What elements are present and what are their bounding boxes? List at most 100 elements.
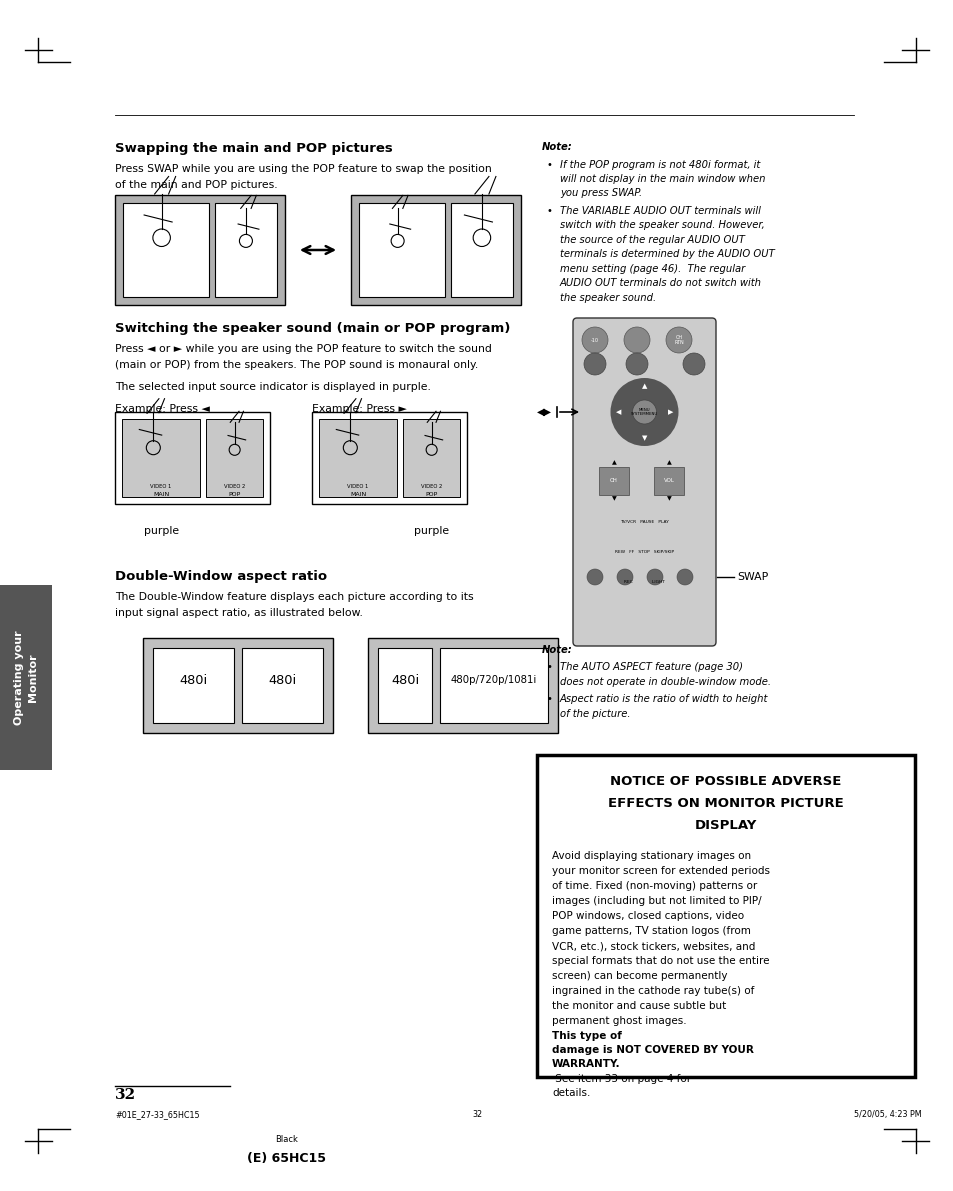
FancyBboxPatch shape (115, 195, 285, 305)
Circle shape (632, 400, 656, 424)
Text: MENU
SYSTEMMENU: MENU SYSTEMMENU (630, 407, 658, 417)
Text: ▼: ▼ (666, 497, 671, 501)
FancyBboxPatch shape (312, 412, 467, 504)
Text: VIDEO 1: VIDEO 1 (151, 485, 172, 490)
Text: menu setting (page 46).  The regular: menu setting (page 46). The regular (559, 264, 744, 274)
Text: the speaker sound.: the speaker sound. (559, 293, 656, 303)
Bar (122, 418, 200, 497)
Text: Swapping the main and POP pictures: Swapping the main and POP pictures (115, 142, 393, 155)
Text: •: • (546, 694, 553, 705)
Text: of the main and POP pictures.: of the main and POP pictures. (115, 180, 277, 191)
FancyBboxPatch shape (537, 755, 914, 1077)
Text: VOL: VOL (663, 479, 674, 484)
Bar (654, 467, 683, 495)
Text: Example: Press ►: Example: Press ► (312, 404, 406, 413)
Bar (598, 467, 628, 495)
Text: does not operate in double-window mode.: does not operate in double-window mode. (559, 676, 770, 687)
Text: See item 33 on page 4 for
details.: See item 33 on page 4 for details. (552, 1074, 690, 1098)
Text: 480i: 480i (268, 673, 296, 686)
Circle shape (586, 569, 602, 585)
Text: switch with the speaker sound. However,: switch with the speaker sound. However, (559, 220, 764, 231)
Text: ▼: ▼ (641, 435, 646, 441)
Bar (318, 418, 396, 497)
Circle shape (583, 353, 605, 375)
Text: CH
RTN: CH RTN (674, 335, 683, 345)
Text: ◀▶: ◀▶ (537, 407, 552, 417)
Text: Black: Black (274, 1135, 297, 1145)
Text: #01E_27-33_65HC15: #01E_27-33_65HC15 (115, 1110, 199, 1120)
Text: If the POP program is not 480i format, it: If the POP program is not 480i format, i… (559, 160, 760, 169)
Text: NOTICE OF POSSIBLE ADVERSE: NOTICE OF POSSIBLE ADVERSE (610, 775, 841, 788)
FancyBboxPatch shape (143, 637, 333, 732)
Text: ▶: ▶ (667, 409, 673, 414)
Text: Press ◄ or ► while you are using the POP feature to switch the sound: Press ◄ or ► while you are using the POP… (115, 344, 492, 354)
Text: purple: purple (414, 525, 449, 536)
Text: 32: 32 (115, 1089, 136, 1102)
Text: Note:: Note: (541, 142, 572, 152)
Circle shape (677, 569, 692, 585)
Text: 480i: 480i (179, 673, 208, 686)
FancyBboxPatch shape (368, 637, 558, 732)
Text: ingrained in the cathode ray tube(s) of: ingrained in the cathode ray tube(s) of (552, 986, 754, 996)
Text: Operating your
Monitor: Operating your Monitor (14, 630, 37, 725)
Text: POP: POP (425, 493, 437, 498)
Text: •: • (546, 662, 553, 673)
Circle shape (646, 569, 662, 585)
Text: POP windows, closed captions, video: POP windows, closed captions, video (552, 911, 743, 921)
Text: images (including but not limited to PIP/: images (including but not limited to PIP… (552, 896, 760, 906)
Text: SWAP: SWAP (737, 572, 767, 582)
FancyBboxPatch shape (573, 318, 716, 646)
Text: Double-Window aspect ratio: Double-Window aspect ratio (115, 570, 327, 584)
Circle shape (623, 328, 649, 353)
Text: VIDEO 2: VIDEO 2 (224, 485, 245, 490)
Text: ▲: ▲ (666, 461, 671, 466)
FancyBboxPatch shape (351, 195, 520, 305)
Text: Switching the speaker sound (main or POP program): Switching the speaker sound (main or POP… (115, 322, 510, 335)
Text: The VARIABLE AUDIO OUT terminals will: The VARIABLE AUDIO OUT terminals will (559, 206, 760, 216)
Text: •: • (546, 160, 553, 169)
Text: special formats that do not use the entire: special formats that do not use the enti… (552, 956, 769, 966)
Text: ▲: ▲ (611, 461, 616, 466)
Text: EFFECTS ON MONITOR PICTURE: EFFECTS ON MONITOR PICTURE (607, 797, 843, 810)
Text: MAIN: MAIN (152, 493, 169, 498)
Text: purple: purple (144, 525, 178, 536)
Text: CH: CH (609, 479, 618, 484)
Text: of the picture.: of the picture. (559, 709, 630, 719)
Bar (451, 202, 513, 297)
Text: REW   FF   STOP   SKIP/SKIP: REW FF STOP SKIP/SKIP (615, 550, 674, 554)
Bar (152, 648, 233, 723)
Circle shape (581, 328, 607, 353)
Text: 480i: 480i (391, 673, 418, 686)
Text: screen) can become permanently: screen) can become permanently (552, 971, 727, 981)
Text: Avoid displaying stationary images on: Avoid displaying stationary images on (552, 852, 750, 861)
Text: Note:: Note: (541, 646, 572, 655)
Bar (206, 418, 263, 497)
Text: The Double-Window feature displays each picture according to its: The Double-Window feature displays each … (115, 592, 473, 601)
Text: your monitor screen for extended periods: your monitor screen for extended periods (552, 866, 769, 877)
Bar (0, 585, 52, 771)
Bar (377, 648, 432, 723)
Text: VIDEO 1: VIDEO 1 (347, 485, 369, 490)
Text: TV/VCR   PAUSE   PLAY: TV/VCR PAUSE PLAY (619, 520, 668, 524)
Text: 32: 32 (472, 1110, 481, 1120)
Text: (E) 65HC15: (E) 65HC15 (247, 1152, 325, 1165)
Text: the monitor and cause subtle but: the monitor and cause subtle but (552, 1000, 725, 1011)
Text: the source of the regular AUDIO OUT: the source of the regular AUDIO OUT (559, 235, 744, 245)
Text: permanent ghost images.: permanent ghost images. (552, 1016, 689, 1025)
Text: of time. Fixed (non-moving) patterns or: of time. Fixed (non-moving) patterns or (552, 881, 757, 891)
Text: AUDIO OUT terminals do not switch with: AUDIO OUT terminals do not switch with (559, 279, 761, 288)
Circle shape (617, 569, 633, 585)
Text: The selected input source indicator is displayed in purple.: The selected input source indicator is d… (115, 381, 431, 392)
Text: ▲: ▲ (641, 384, 646, 389)
Text: Example: Press ◄: Example: Press ◄ (115, 404, 210, 413)
Text: The AUTO ASPECT feature (page 30): The AUTO ASPECT feature (page 30) (559, 662, 742, 673)
Text: This type of
damage is NOT COVERED BY YOUR
WARRANTY.: This type of damage is NOT COVERED BY YO… (552, 1031, 753, 1070)
Circle shape (682, 353, 704, 375)
Text: MAIN: MAIN (350, 493, 366, 498)
Text: •: • (546, 206, 553, 216)
Bar (123, 202, 209, 297)
Bar (358, 202, 444, 297)
Circle shape (665, 328, 691, 353)
Text: VCR, etc.), stock tickers, websites, and: VCR, etc.), stock tickers, websites, and (552, 941, 755, 950)
Text: terminals is determined by the AUDIO OUT: terminals is determined by the AUDIO OUT (559, 249, 774, 260)
